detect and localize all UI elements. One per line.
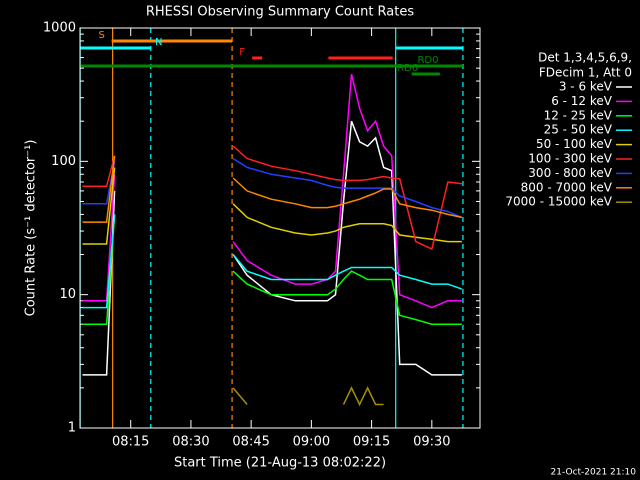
legend-label: 7000 - 15000 keV	[505, 195, 612, 209]
y-axis-label: Count Rate (s⁻¹ detector⁻¹)	[24, 140, 39, 317]
series-line	[82, 145, 462, 251]
legend-label: 25 - 50 keV	[544, 123, 613, 137]
y-tick-label: 100	[51, 154, 76, 169]
flag-label: S	[98, 30, 104, 41]
legend-label: 3 - 6 keV	[559, 80, 613, 94]
y-tick-label: 1	[68, 421, 76, 436]
x-tick-label: 08:30	[172, 435, 209, 450]
flag-label: RD0	[417, 55, 438, 66]
legend-label: 12 - 25 keV	[544, 108, 613, 122]
series-line	[82, 120, 462, 376]
legend-label: 300 - 800 keV	[528, 166, 612, 180]
legend-header: Det 1,3,4,5,6,9,	[538, 51, 632, 65]
x-tick-label: 09:30	[413, 435, 450, 450]
x-tick-label: 09:15	[353, 435, 390, 450]
plot-frame	[79, 27, 481, 429]
legend-header: FDecim 1, Att 0	[539, 66, 632, 80]
flag-label: N	[155, 37, 162, 48]
x-axis-label: Start Time (21-Aug-13 08:02:22)	[174, 456, 386, 471]
flag-label: RD6	[397, 63, 418, 74]
y-tick-label: 10	[59, 287, 76, 302]
series-line	[82, 157, 463, 219]
x-tick-label: 08:15	[112, 435, 149, 450]
legend-label: 50 - 100 keV	[536, 137, 613, 151]
y-tick-label: 1000	[43, 21, 76, 36]
flag-label: F	[239, 47, 245, 58]
legend-label: 6 - 12 keV	[551, 94, 613, 108]
chart-title: RHESSI Observing Summary Count Rates	[146, 5, 415, 20]
series-line	[232, 386, 384, 407]
x-tick-label: 09:00	[293, 435, 330, 450]
series-line	[82, 74, 462, 309]
series-line	[82, 155, 463, 223]
x-tick-label: 08:45	[232, 435, 269, 450]
legend-label: 100 - 300 keV	[528, 152, 612, 166]
series-line	[82, 167, 462, 245]
legend-label: 800 - 7000 keV	[521, 180, 613, 194]
series-line	[82, 214, 463, 309]
footer: 21-Oct-2021 21:10	[551, 468, 637, 478]
